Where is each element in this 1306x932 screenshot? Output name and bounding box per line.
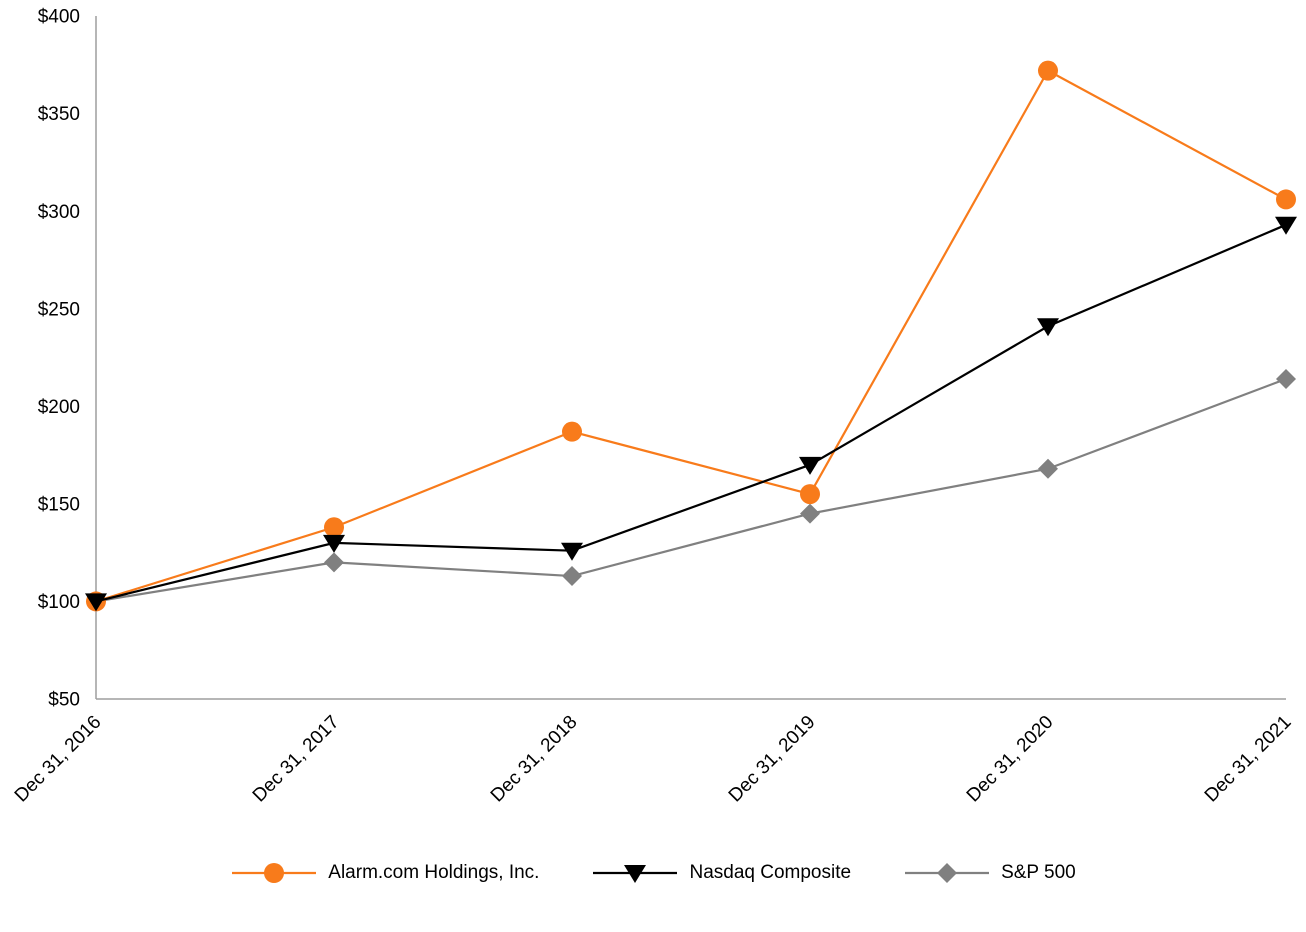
diamond-marker-icon bbox=[905, 863, 990, 883]
diamond-marker bbox=[937, 863, 958, 883]
x-tick-label: Dec 31, 2017 bbox=[249, 712, 344, 807]
triangle-down-marker bbox=[561, 542, 583, 561]
chart-legend: Alarm.com Holdings, Inc. Nasdaq Composite… bbox=[0, 861, 1306, 885]
circle-marker bbox=[1276, 189, 1296, 210]
x-tick-label: Dec 31, 2021 bbox=[1201, 712, 1296, 807]
y-tick-label: $100 bbox=[38, 592, 80, 613]
series-line bbox=[95, 69, 1287, 603]
x-tick-label: Dec 31, 2016 bbox=[11, 712, 106, 807]
triangle-down-marker bbox=[323, 534, 345, 553]
diamond-marker bbox=[1038, 458, 1058, 479]
triangle-down-marker-icon bbox=[593, 865, 678, 883]
y-tick-label: $150 bbox=[38, 495, 80, 516]
circle-marker bbox=[264, 863, 285, 883]
circle-marker bbox=[562, 421, 582, 442]
circle-marker-icon bbox=[232, 863, 317, 883]
y-tick-label: $250 bbox=[38, 299, 80, 320]
diamond-marker bbox=[324, 552, 344, 573]
x-tick-label: Dec 31, 2018 bbox=[487, 712, 582, 807]
circle-marker bbox=[324, 517, 344, 538]
triangle-down-marker bbox=[1037, 318, 1059, 337]
legend-item-nasdaq-composite: Nasdaq Composite bbox=[591, 861, 851, 885]
series-s-p-500 bbox=[86, 368, 1296, 612]
performance-line-chart-canvas: $50 $100 $150 $200 $250 $300 $350 $400 Dec 31, 2… bbox=[11, 7, 1297, 807]
y-tick-label: $350 bbox=[38, 104, 80, 125]
x-tick-label: Dec 31, 2020 bbox=[963, 712, 1058, 807]
legend-label: Nasdaq Composite bbox=[689, 862, 852, 883]
y-tick-label: $200 bbox=[38, 397, 80, 418]
circle-marker bbox=[1038, 60, 1058, 81]
legend-item-s-p-500: S&P 500 bbox=[903, 861, 1076, 885]
triangle-down-marker bbox=[85, 593, 107, 612]
legend-label: S&P 500 bbox=[1001, 862, 1076, 883]
circle-marker bbox=[800, 484, 820, 505]
series-line bbox=[95, 223, 1287, 603]
series-line bbox=[95, 377, 1287, 603]
triangle-down-marker bbox=[624, 865, 647, 883]
series-alarm-com-holdings-inc bbox=[86, 60, 1296, 612]
y-tick-label: $400 bbox=[38, 7, 80, 28]
triangle-down-marker bbox=[799, 456, 821, 475]
triangle-down-marker bbox=[1275, 216, 1297, 235]
legend-item-alarm-com-holdings-inc: Alarm.com Holdings, Inc. bbox=[230, 861, 539, 885]
legend-label: Alarm.com Holdings, Inc. bbox=[328, 862, 540, 883]
y-tick-label: $50 bbox=[48, 690, 80, 711]
diamond-marker bbox=[800, 503, 820, 524]
y-tick-label: $300 bbox=[38, 202, 80, 223]
series-nasdaq-composite bbox=[85, 216, 1297, 612]
diamond-marker bbox=[1276, 368, 1296, 389]
x-tick-label: Dec 31, 2019 bbox=[725, 712, 820, 807]
diamond-marker bbox=[562, 566, 582, 587]
